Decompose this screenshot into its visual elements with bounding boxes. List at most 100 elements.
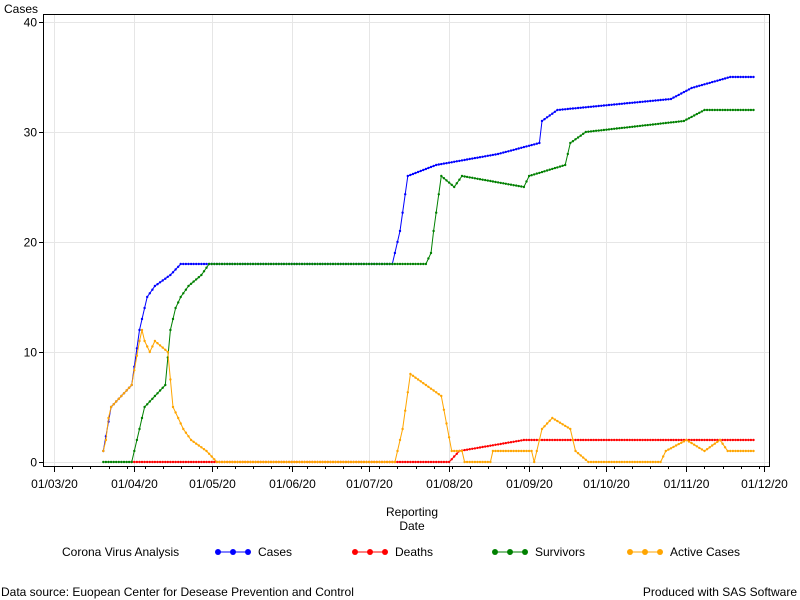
data-point (620, 102, 624, 106)
data-point (184, 431, 188, 434)
data-point (690, 441, 693, 445)
data-point (744, 75, 747, 79)
data-point (579, 106, 582, 110)
data-point (303, 262, 306, 266)
data-point (427, 166, 430, 170)
data-point (246, 460, 249, 464)
data-point (388, 262, 391, 266)
data-point (365, 262, 368, 266)
data-point (414, 376, 417, 379)
data-point (102, 460, 105, 464)
data-point (499, 449, 502, 453)
data-point (109, 405, 113, 409)
data-point (383, 262, 386, 266)
data-point (592, 460, 595, 464)
data-point (226, 460, 229, 464)
data-point (504, 449, 507, 453)
data-point (582, 438, 585, 442)
data-point (300, 262, 304, 266)
data-point (171, 271, 175, 274)
data-point (347, 262, 350, 266)
data-point (287, 262, 291, 266)
data-point (582, 106, 585, 109)
data-point (238, 262, 242, 266)
data-point (447, 161, 451, 164)
data-point (489, 444, 492, 447)
data-point (112, 460, 115, 464)
data-point (151, 397, 154, 400)
data-point (169, 328, 172, 332)
data-point (300, 460, 304, 464)
data-point (383, 460, 386, 464)
data-point (564, 163, 567, 167)
data-point (664, 121, 667, 125)
data-point (380, 262, 384, 266)
data-point (721, 442, 724, 445)
data-point (569, 438, 572, 442)
data-point (404, 193, 407, 196)
data-point (502, 182, 505, 185)
data-point (574, 449, 577, 453)
data-point (365, 460, 368, 464)
data-point (277, 460, 280, 464)
x-axis-label-line-2: Date (399, 519, 425, 533)
data-point (179, 460, 182, 464)
data-point (674, 438, 678, 442)
data-point (592, 438, 595, 442)
data-point (151, 460, 154, 464)
data-point (744, 449, 747, 453)
data-point (540, 427, 544, 431)
data-point (148, 350, 151, 354)
data-point (156, 342, 159, 345)
data-point (636, 125, 639, 128)
data-point (465, 158, 469, 161)
data-point (628, 438, 631, 442)
data-point (378, 262, 381, 266)
data-point (545, 169, 549, 172)
data-point (447, 460, 451, 464)
data-point (342, 262, 345, 266)
data-point (551, 416, 554, 420)
data-point (406, 262, 409, 266)
data-point (515, 148, 518, 151)
data-point (478, 156, 482, 159)
x-tick-label: 01/06/20 (269, 477, 316, 491)
data-point (442, 177, 446, 180)
data-point (409, 262, 412, 266)
data-point (411, 460, 415, 464)
data-point (674, 444, 678, 447)
data-point (352, 460, 355, 464)
data-point (404, 460, 407, 464)
data-point (130, 460, 133, 464)
data-point (716, 440, 719, 443)
data-point (669, 438, 673, 442)
data-point (264, 460, 268, 464)
data-point (584, 438, 587, 442)
data-point (453, 449, 456, 453)
data-point (631, 125, 634, 128)
plot-frame (43, 14, 770, 467)
data-point (481, 460, 484, 464)
data-point (197, 460, 200, 464)
data-point (115, 400, 118, 403)
data-point (236, 460, 239, 464)
data-point (184, 460, 188, 464)
data-point (396, 449, 399, 453)
x-tick-label: 01/12/20 (741, 477, 788, 491)
data-point (272, 262, 275, 266)
data-point (187, 284, 190, 288)
data-point (476, 460, 479, 464)
data-point (370, 262, 373, 266)
data-point (187, 262, 190, 266)
data-point (509, 449, 513, 453)
data-point (471, 157, 474, 160)
data-point (685, 118, 688, 121)
data-point (522, 145, 526, 149)
data-point (450, 183, 453, 186)
data-point (182, 460, 185, 464)
data-point (602, 104, 606, 107)
data-point (422, 168, 425, 172)
data-point (435, 460, 438, 464)
data-point (339, 262, 342, 266)
data-point (726, 108, 729, 112)
